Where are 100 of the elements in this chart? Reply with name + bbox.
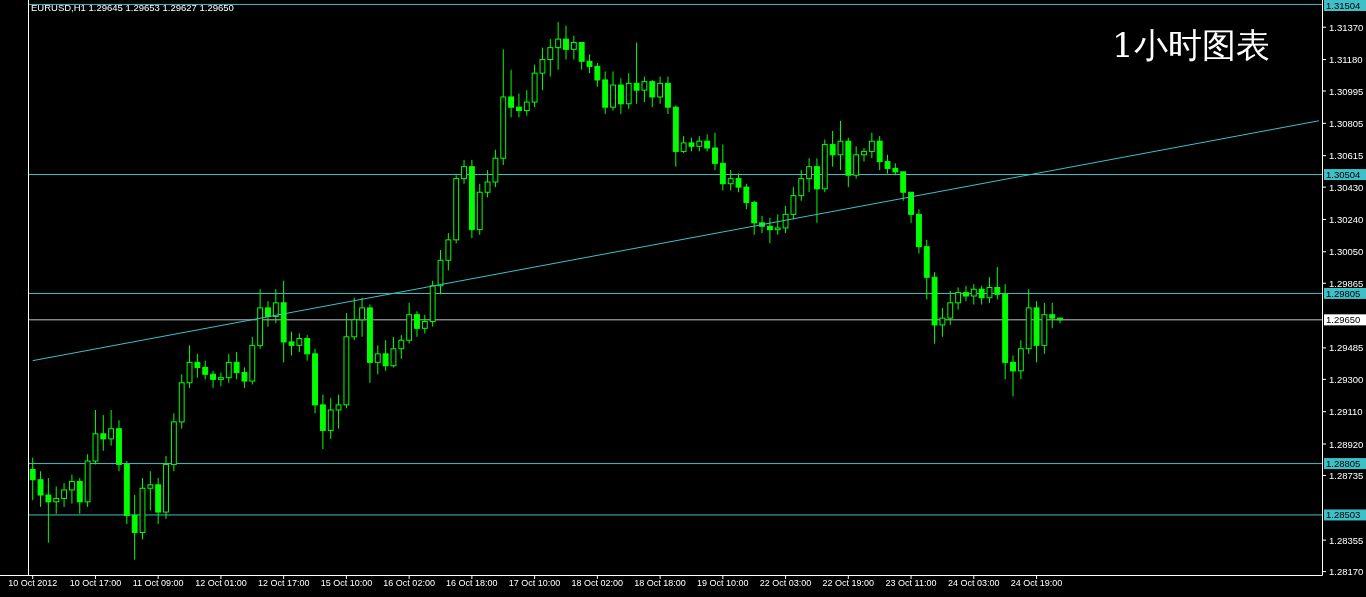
y-tick-label: 1.28355	[1329, 534, 1364, 546]
candlestick	[233, 351, 240, 380]
ref-line-label: 1.31504	[1326, 0, 1361, 11]
candlestick	[225, 353, 232, 384]
candlestick	[766, 217, 773, 244]
candlestick	[594, 62, 601, 88]
ref-line-label: 1.28503	[1326, 509, 1361, 521]
candlestick	[633, 42, 640, 105]
x-tick-label: 12 Oct 01:00	[195, 578, 247, 588]
y-tick-label: 1.31180	[1329, 54, 1363, 66]
candlestick	[994, 266, 1001, 300]
y-tick-label: 1.29300	[1329, 373, 1364, 385]
candlestick	[382, 339, 389, 372]
candlestick	[861, 147, 867, 163]
x-tick-label: 10 Oct 17:00	[69, 578, 122, 588]
x-tick-label: 24 Oct 19:00	[1010, 578, 1063, 588]
candlestick	[829, 130, 836, 168]
candlestick	[617, 77, 624, 115]
x-tick-label: 17 Oct 10:00	[508, 578, 561, 588]
candlestick	[1049, 302, 1056, 329]
y-tick-label: 1.28920	[1329, 438, 1364, 450]
candlestick	[782, 205, 789, 234]
candlestick	[539, 47, 546, 91]
y-tick-label: 1.30615	[1329, 150, 1364, 162]
candlestick	[908, 191, 914, 224]
candlestick	[570, 35, 577, 61]
candlestick	[578, 42, 585, 71]
candlestick	[445, 232, 452, 271]
candlestick	[37, 470, 44, 508]
candlestick	[547, 38, 554, 78]
candlestick	[563, 25, 569, 61]
ref-line-label: 1.30504	[1326, 169, 1361, 181]
candlestick	[955, 287, 962, 311]
x-tick-label: 22 Oct 03:00	[759, 578, 812, 588]
candlestick	[296, 332, 303, 353]
y-tick-label: 1.29110	[1329, 406, 1363, 418]
candlestick	[743, 183, 750, 210]
candlestick	[712, 132, 718, 171]
candlestick	[304, 334, 311, 362]
y-tick-label: 1.30995	[1329, 85, 1364, 97]
y-tick-label: 1.31370	[1329, 21, 1364, 33]
candlestick	[131, 494, 138, 561]
x-tick-label: 11 Oct 09:00	[132, 578, 184, 588]
candlestick	[217, 372, 224, 387]
candlestick	[516, 93, 522, 118]
candlestick	[586, 53, 593, 74]
candlestick	[751, 200, 758, 236]
candlestick	[241, 366, 248, 389]
candlestick	[45, 477, 52, 544]
candlestick	[970, 283, 977, 306]
candlestick	[53, 486, 60, 515]
ref-line-label: 1.28805	[1326, 458, 1361, 470]
candlestick	[272, 288, 279, 324]
candlestick	[939, 307, 946, 338]
candlestick	[900, 171, 907, 202]
candlestick	[68, 474, 75, 505]
candlestick	[790, 186, 797, 220]
candlestick	[884, 154, 891, 175]
candlestick	[876, 135, 883, 171]
ref-line-label: 1.29650	[1326, 314, 1361, 326]
candlestick	[963, 285, 969, 302]
candlestick	[390, 336, 397, 368]
y-tick-label: 1.30240	[1329, 213, 1364, 225]
candlestick	[727, 169, 734, 192]
x-tick-label: 16 Oct 18:00	[446, 578, 498, 588]
candlestick	[649, 79, 656, 108]
x-tick-label: 10 Oct 2012	[8, 578, 58, 588]
candlestick	[555, 21, 562, 71]
ref-line-label: 1.29805	[1326, 287, 1361, 299]
candlestick	[641, 76, 648, 103]
x-tick-label: 16 Oct 02:00	[383, 578, 435, 588]
candlestick	[625, 72, 632, 110]
candlestick	[359, 297, 366, 338]
candlestick	[29, 457, 36, 501]
candlestick	[288, 331, 295, 357]
candlestick	[978, 285, 985, 306]
candlestick	[508, 69, 515, 118]
candlestick	[61, 482, 68, 508]
candlestick	[853, 145, 860, 180]
candlestick	[1010, 355, 1016, 397]
candlestick	[947, 290, 954, 326]
candlestick	[610, 70, 616, 112]
x-tick-label: 23 Oct 11:00	[885, 578, 937, 588]
candlestick	[327, 397, 334, 440]
candlestick	[665, 76, 671, 115]
candlestick	[837, 120, 844, 171]
candlestick	[868, 132, 875, 159]
candlestick	[265, 300, 271, 328]
candlestick	[335, 394, 342, 430]
candlestick	[194, 353, 201, 379]
y-tick-label: 1.28170	[1329, 566, 1364, 578]
y-tick-label: 1.29485	[1329, 342, 1364, 354]
candlestick	[798, 169, 805, 202]
y-tick-label: 1.28735	[1329, 469, 1364, 481]
candlestick	[719, 144, 726, 192]
annotation: 1小时图表	[1112, 25, 1270, 65]
candlestick	[461, 159, 467, 185]
candlestick	[986, 276, 993, 304]
chart-title: EURUSD,H1 1.29645 1.29653 1.29627 1.29650	[31, 2, 234, 13]
x-tick-label: 15 Oct 10:00	[320, 578, 373, 588]
